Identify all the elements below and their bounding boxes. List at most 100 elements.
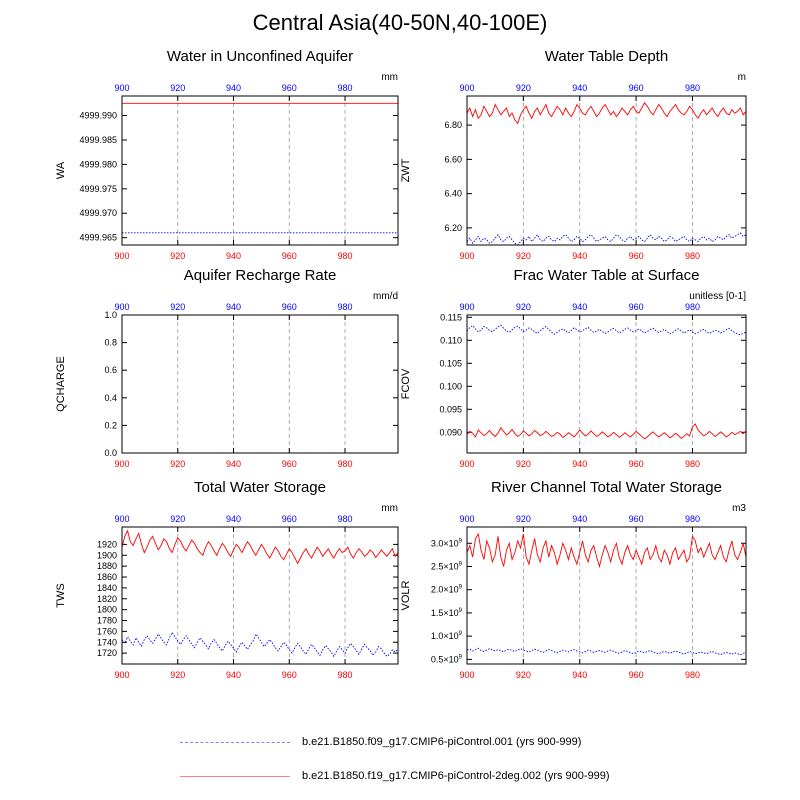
legend-item-dashed: b.e21.B1850.f09_g17.CMIP6-piControl.001 … <box>180 736 581 748</box>
panel-4-title: Frac Water Table at Surface <box>514 267 700 284</box>
panel-2-y-tick-label: 6.20 <box>444 223 462 233</box>
panel-1-y-tick-label: 4999.990 <box>79 111 117 121</box>
panel-6-plot-frame <box>466 526 747 665</box>
legend-label-dashed: b.e21.B1850.f09_g17.CMIP6-piControl.001 … <box>302 736 582 748</box>
panel-5-x-tick-label-bottom: 960 <box>282 670 297 680</box>
panel-2-y-tick-label: 6.80 <box>444 120 462 130</box>
panel-6-y-tick-exponent: 9 <box>459 654 463 660</box>
panel-4-plot-frame <box>466 314 747 454</box>
panel-3-x-tick-label-bottom: 920 <box>170 459 185 469</box>
panel-4-series-solid-line <box>466 423 747 440</box>
legend-swatch-dashed <box>180 741 290 743</box>
panel-5-y-tick-label: 1720 <box>97 648 117 658</box>
panel-3-x-tick-label-top: 960 <box>282 302 297 312</box>
panel-5-x-tick-label-bottom: 920 <box>170 670 185 680</box>
panel-3-y-tick-label: 0.4 <box>104 393 117 403</box>
panel-3-y-axis-label: QCHARGE <box>55 356 67 412</box>
panel-1-x-tick-label-bottom: 940 <box>226 251 241 261</box>
panel-5-x-tick-label-top: 960 <box>282 514 297 524</box>
panel-1-plot-frame <box>121 95 399 246</box>
panel-5-x-tick-label-top: 920 <box>170 514 185 524</box>
panel-6-y-tick-label: 2.0×109 <box>431 585 463 595</box>
panel-6-y-tick-exponent: 9 <box>459 538 463 544</box>
panel-6-x-tick-label-bottom: 940 <box>572 670 587 680</box>
panel-5-y-tick-label: 1860 <box>97 572 117 582</box>
panel-4-y-axis-label: FCOV <box>400 368 412 399</box>
panel-4-x-tick-label-top: 940 <box>572 302 587 312</box>
panel-2-x-tick-label-top: 960 <box>629 83 644 93</box>
panel-6-y-axis-label: VOLR <box>400 580 412 610</box>
panel-4-x-tick-label-bottom: 940 <box>572 459 587 469</box>
panel-2-x-tick-label-top: 900 <box>459 83 474 93</box>
panel-4-x-tick-label-bottom: 980 <box>685 459 700 469</box>
panel-4-units-label: unitless [0-1] <box>689 291 746 302</box>
panel-4-x-tick-label-bottom: 900 <box>459 459 474 469</box>
panel-3-title: Aquifer Recharge Rate <box>184 267 337 284</box>
panel-1-x-tick-label-top: 900 <box>114 83 129 93</box>
panel-4-y-tick-label: 0.105 <box>439 358 462 368</box>
panel-2-x-tick-label-bottom: 960 <box>629 251 644 261</box>
panel-3-x-tick-label-top: 900 <box>114 302 129 312</box>
panel-4-y-tick-label: 0.115 <box>440 312 462 322</box>
panel-1-x-tick-label-bottom: 920 <box>170 251 185 261</box>
legend-swatch-solid <box>180 775 290 777</box>
panel-6-series-solid-line <box>466 532 747 569</box>
legend-item-solid: b.e21.B1850.f19_g17.CMIP6-piControl-2deg… <box>180 770 610 782</box>
panel-3-x-tick-label-bottom: 940 <box>226 459 241 469</box>
figure-title: Central Asia(40-50N,40-100E) <box>252 10 548 35</box>
panel-2-y-tick-label: 6.60 <box>444 154 462 164</box>
panel-3-units-label: mm/d <box>373 291 398 302</box>
panel-5-x-tick-label-top: 900 <box>114 514 129 524</box>
panel-5-y-tick-label: 1920 <box>97 539 117 549</box>
panel-5-y-tick-label: 1760 <box>97 626 117 636</box>
panel-3-y-tick-label: 1.0 <box>104 310 117 320</box>
panel-2-x-tick-label-top: 920 <box>516 83 531 93</box>
panel-5-x-tick-label-bottom: 900 <box>114 670 129 680</box>
panel-3-x-tick-label-top: 920 <box>170 302 185 312</box>
panel-6-x-tick-label-top: 960 <box>629 514 644 524</box>
panel-2-x-tick-label-bottom: 920 <box>516 251 531 261</box>
panel-2-title: Water Table Depth <box>545 48 668 65</box>
panel-1-y-tick-label: 4999.980 <box>79 159 117 169</box>
panel-6-x-tick-label-bottom: 900 <box>459 670 474 680</box>
panel-4-y-tick-label: 0.100 <box>439 381 462 391</box>
panel-5-series-dotted-line <box>121 631 399 658</box>
panel-2-plot-frame <box>466 95 747 246</box>
panel-3-x-tick-label-bottom: 900 <box>114 459 129 469</box>
panel-6-x-tick-label-bottom: 960 <box>629 670 644 680</box>
panel-6-y-tick-label: 3.0×109 <box>431 538 463 548</box>
panel-6-x-tick-label-top: 920 <box>516 514 531 524</box>
panel-1-y-axis-label: WA <box>55 161 67 179</box>
panel-5-y-tick-label: 1800 <box>97 605 117 615</box>
panel-1-y-tick-label: 4999.965 <box>79 233 117 243</box>
legend-label-solid: b.e21.B1850.f19_g17.CMIP6-piControl-2deg… <box>302 770 610 782</box>
panel-2-x-tick-label-top: 980 <box>685 83 700 93</box>
panel-6-x-tick-label-bottom: 920 <box>516 670 531 680</box>
panel-4-x-tick-label-bottom: 960 <box>629 459 644 469</box>
panel-5-x-tick-label-top: 980 <box>338 514 353 524</box>
panel-3-y-tick-label: 0.6 <box>104 365 117 375</box>
panel-4-x-tick-label-top: 980 <box>685 302 700 312</box>
panel-6-y-tick-label: 1.5×109 <box>431 608 463 618</box>
panel-1-x-tick-label-top: 920 <box>170 83 185 93</box>
panel-5-y-tick-label: 1780 <box>97 616 117 626</box>
panel-1-x-tick-label-bottom: 960 <box>282 251 297 261</box>
panel-3-y-tick-label: 0.0 <box>104 448 117 458</box>
panel-1-x-tick-label-top: 940 <box>226 83 241 93</box>
panel-6-units-label: m3 <box>732 503 746 514</box>
panel-5-y-tick-label: 1880 <box>97 561 117 571</box>
panel-3-y-tick-label: 0.8 <box>104 338 117 348</box>
panel-5-y-tick-label: 1740 <box>97 637 117 647</box>
panel-2-x-tick-label-top: 940 <box>572 83 587 93</box>
panel-1-title: Water in Unconfined Aquifer <box>167 48 353 65</box>
panel-5-units-label: mm <box>381 503 398 514</box>
panel-6-y-tick-exponent: 9 <box>459 561 463 567</box>
panel-1-x-tick-label-top: 960 <box>282 83 297 93</box>
panel-1-x-tick-label-top: 980 <box>338 83 353 93</box>
panel-5-title: Total Water Storage <box>194 479 326 496</box>
panel-4-y-tick-label: 0.090 <box>439 427 462 437</box>
panel-6-x-tick-label-bottom: 980 <box>685 670 700 680</box>
panel-2-units-label: m <box>738 72 746 83</box>
panel-6-y-tick-label: 1.0×109 <box>431 631 463 641</box>
